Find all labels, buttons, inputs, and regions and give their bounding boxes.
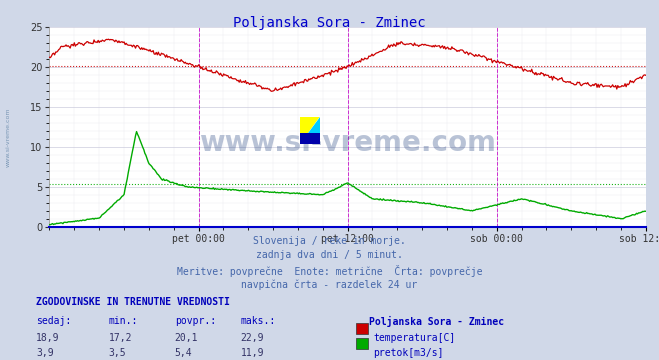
Polygon shape	[300, 133, 320, 144]
Polygon shape	[300, 117, 320, 144]
Text: www.si-vreme.com: www.si-vreme.com	[199, 129, 496, 157]
Text: 18,9: 18,9	[36, 333, 60, 343]
Text: 11,9: 11,9	[241, 348, 264, 358]
Text: navpična črta - razdelek 24 ur: navpična črta - razdelek 24 ur	[241, 279, 418, 289]
Text: ZGODOVINSKE IN TRENUTNE VREDNOSTI: ZGODOVINSKE IN TRENUTNE VREDNOSTI	[36, 297, 230, 307]
Text: Meritve: povprečne  Enote: metrične  Črta: povprečje: Meritve: povprečne Enote: metrične Črta:…	[177, 265, 482, 276]
Text: 3,9: 3,9	[36, 348, 54, 358]
Text: sedaj:: sedaj:	[36, 316, 71, 326]
Text: Poljanska Sora - Zminec: Poljanska Sora - Zminec	[369, 316, 504, 327]
Text: Slovenija / reke in morje.: Slovenija / reke in morje.	[253, 236, 406, 246]
Text: 17,2: 17,2	[109, 333, 132, 343]
Text: 5,4: 5,4	[175, 348, 192, 358]
Text: temperatura[C]: temperatura[C]	[373, 333, 455, 343]
Text: zadnja dva dni / 5 minut.: zadnja dva dni / 5 minut.	[256, 250, 403, 260]
Text: Poljanska Sora - Zminec: Poljanska Sora - Zminec	[233, 16, 426, 30]
Polygon shape	[300, 117, 320, 144]
Text: 22,9: 22,9	[241, 333, 264, 343]
Text: min.:: min.:	[109, 316, 138, 326]
Text: 20,1: 20,1	[175, 333, 198, 343]
Text: www.si-vreme.com: www.si-vreme.com	[5, 107, 11, 167]
Text: maks.:: maks.:	[241, 316, 275, 326]
Text: 3,5: 3,5	[109, 348, 127, 358]
Text: pretok[m3/s]: pretok[m3/s]	[373, 348, 444, 358]
Text: povpr.:: povpr.:	[175, 316, 215, 326]
